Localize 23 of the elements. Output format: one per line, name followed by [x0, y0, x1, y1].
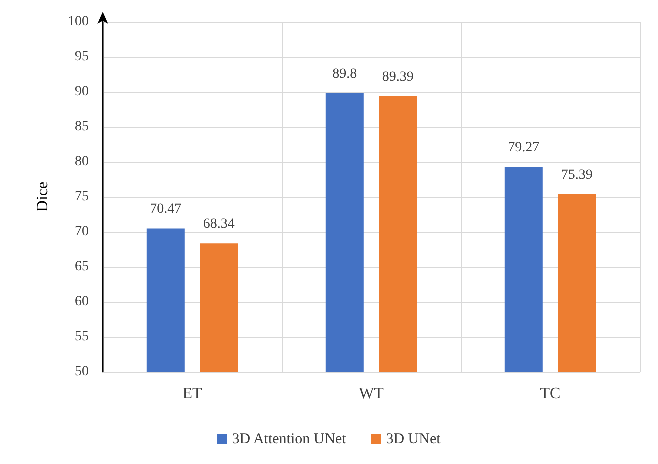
y-tick-label: 95: [75, 50, 89, 64]
data-label: 89.39: [382, 70, 414, 85]
x-tick-label: WT: [359, 386, 384, 402]
y-tick-label: 80: [75, 154, 89, 170]
data-label: 75.39: [561, 168, 593, 183]
y-tick-label: 85: [75, 120, 89, 134]
data-label: 79.27: [508, 140, 540, 156]
legend-label: 3D Attention UNet: [232, 432, 348, 448]
y-tick-label: 65: [75, 260, 89, 274]
x-tick-label: ET: [182, 386, 202, 402]
data-label: 68.34: [203, 217, 235, 232]
y-tick-label: 55: [75, 330, 89, 344]
y-tick-label: 75: [75, 190, 89, 204]
legend-label: 3D UNet: [386, 432, 442, 448]
y-tick-label: 70: [75, 224, 89, 240]
data-label: 89.8: [332, 66, 358, 82]
x-tick-label: TC: [540, 386, 561, 402]
data-label: 70.47: [150, 202, 182, 218]
y-tick-label: 60: [75, 294, 89, 310]
y-tick-label: 90: [75, 84, 89, 100]
y-tick-label: 50: [75, 364, 89, 380]
y-axis-title: Dice: [34, 182, 52, 212]
y-tick-label: 100: [68, 14, 89, 30]
